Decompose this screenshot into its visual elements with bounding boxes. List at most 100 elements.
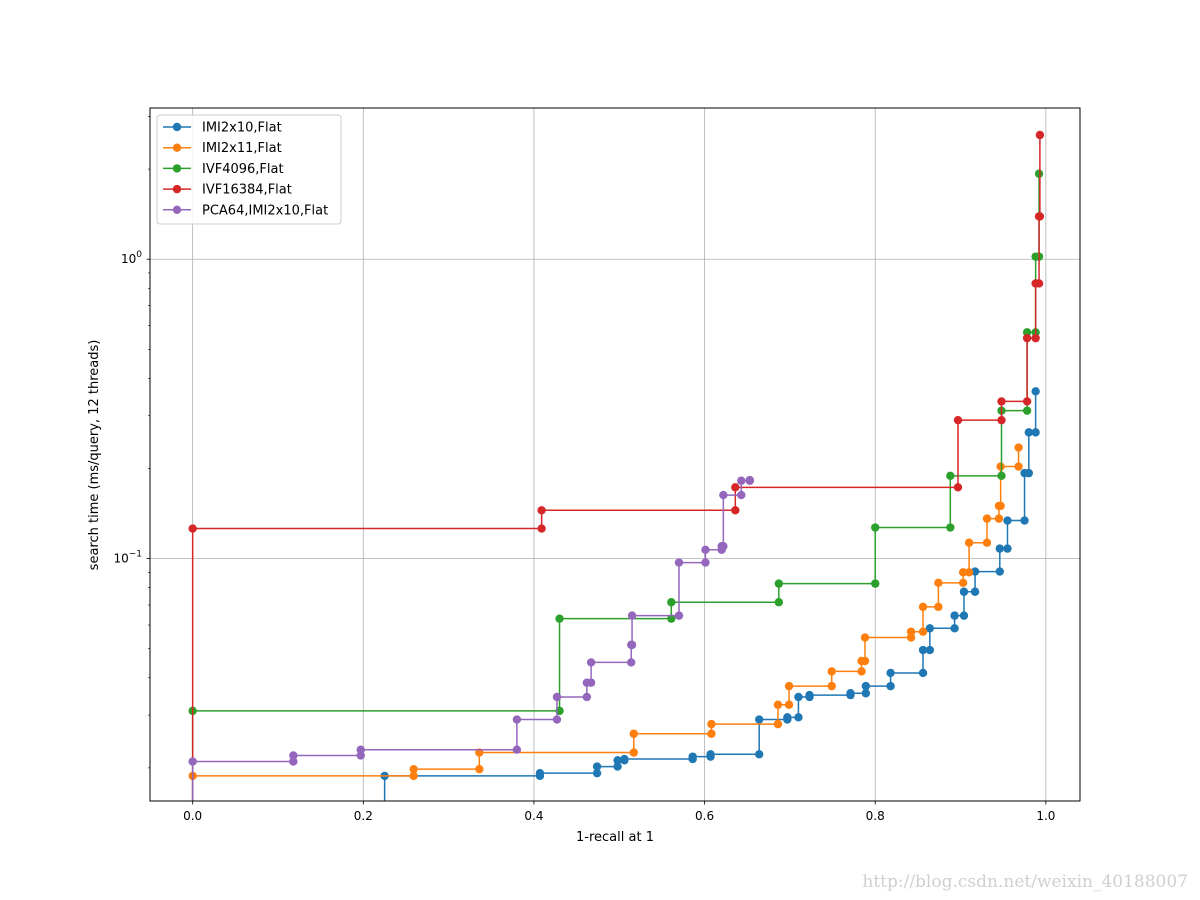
data-point xyxy=(674,558,684,567)
data-point xyxy=(737,490,746,500)
x-tick-label: 0.4 xyxy=(524,809,543,823)
data-point xyxy=(1022,333,1032,343)
data-point xyxy=(552,692,562,702)
data-point xyxy=(860,633,870,642)
data-point xyxy=(950,624,959,633)
data-point xyxy=(794,713,803,722)
data-point xyxy=(409,771,418,781)
data-point xyxy=(827,681,836,691)
data-point xyxy=(707,729,716,738)
data-point xyxy=(356,751,365,760)
data-point xyxy=(918,645,928,655)
data-point xyxy=(996,462,1005,471)
legend-box xyxy=(156,114,342,225)
legend-label: IVF16384,Flat xyxy=(202,183,292,198)
axes-frame xyxy=(149,107,1081,802)
data-point xyxy=(701,545,710,555)
data-point xyxy=(997,471,1006,481)
data-point xyxy=(1014,462,1023,471)
data-point xyxy=(586,678,596,687)
data-point xyxy=(1022,406,1032,415)
data-point xyxy=(946,523,955,532)
data-point xyxy=(959,611,969,620)
grid-lines xyxy=(150,108,1080,801)
legend-label: IVF4096,Flat xyxy=(202,162,284,177)
data-point xyxy=(745,475,755,485)
legend-label: IMI2x10,Flat xyxy=(202,121,282,136)
data-point xyxy=(1035,130,1045,140)
data-point xyxy=(627,611,637,620)
data-point xyxy=(934,578,943,588)
data-point xyxy=(953,483,963,492)
data-point xyxy=(994,514,1004,523)
legend-marker xyxy=(172,122,182,132)
data-point xyxy=(783,713,792,722)
data-point xyxy=(737,476,746,485)
data-point xyxy=(997,397,1006,406)
data-point xyxy=(982,514,992,523)
data-point xyxy=(857,667,866,676)
data-point xyxy=(667,598,676,607)
data-point xyxy=(918,668,928,678)
watermark-text: http://blog.csdn.net/weixin_40188007 xyxy=(862,872,1188,892)
data-point xyxy=(773,700,783,709)
legend: IMI2x10,Flat IMI2x11,Flat IVF4096,Flat IVF1… xyxy=(156,114,342,225)
data-point xyxy=(1035,212,1045,221)
series-1 xyxy=(188,443,1023,801)
data-point xyxy=(996,501,1005,511)
data-point xyxy=(667,614,676,623)
data-point xyxy=(629,729,638,738)
data-point xyxy=(774,598,784,607)
data-point xyxy=(906,633,916,642)
data-point xyxy=(964,568,974,577)
data-point xyxy=(846,689,855,698)
legend-label: PCA64,IMI2x10,Flat xyxy=(202,203,328,218)
data-point xyxy=(1034,169,1044,178)
data-point xyxy=(1031,333,1040,343)
data-point xyxy=(946,471,955,481)
data-point xyxy=(582,692,592,702)
data-point xyxy=(964,538,974,547)
data-point xyxy=(537,506,546,515)
series-0 xyxy=(380,387,1040,801)
data-point xyxy=(537,524,546,533)
x-tick-label: 0.0 xyxy=(183,809,202,823)
data-point xyxy=(805,690,814,700)
data-point xyxy=(731,483,740,492)
data-point xyxy=(475,748,484,757)
data-point xyxy=(871,579,880,588)
data-point xyxy=(754,750,764,759)
data-point xyxy=(629,748,638,757)
series-layer xyxy=(188,130,1045,801)
data-point xyxy=(289,751,298,760)
series-2 xyxy=(188,169,1044,801)
data-point xyxy=(918,627,928,636)
data-point xyxy=(613,756,622,765)
data-point xyxy=(535,768,545,778)
data-point xyxy=(861,689,871,698)
ticks: 0.0 0.2 0.4 0.6 0.8 1.0 10−1 100 xyxy=(113,116,1055,823)
data-point xyxy=(774,579,784,588)
data-point xyxy=(409,764,418,774)
data-point xyxy=(1031,387,1040,396)
x-tick-label: 1.0 xyxy=(1036,809,1055,823)
x-tick-label: 0.8 xyxy=(866,809,885,823)
data-point xyxy=(958,568,968,577)
data-point xyxy=(860,656,870,666)
data-point xyxy=(289,757,298,766)
data-point xyxy=(959,587,969,596)
data-point xyxy=(627,640,637,650)
y-tick-label: 100 xyxy=(121,250,142,266)
data-point xyxy=(950,611,959,620)
data-point xyxy=(827,667,836,676)
data-point xyxy=(1024,468,1034,478)
data-point xyxy=(886,668,895,678)
data-point xyxy=(188,757,197,766)
data-point xyxy=(188,524,197,533)
data-point xyxy=(953,415,963,425)
legend-marker xyxy=(172,205,182,214)
data-point xyxy=(475,764,484,774)
data-point xyxy=(1003,544,1012,553)
data-point xyxy=(586,658,596,667)
